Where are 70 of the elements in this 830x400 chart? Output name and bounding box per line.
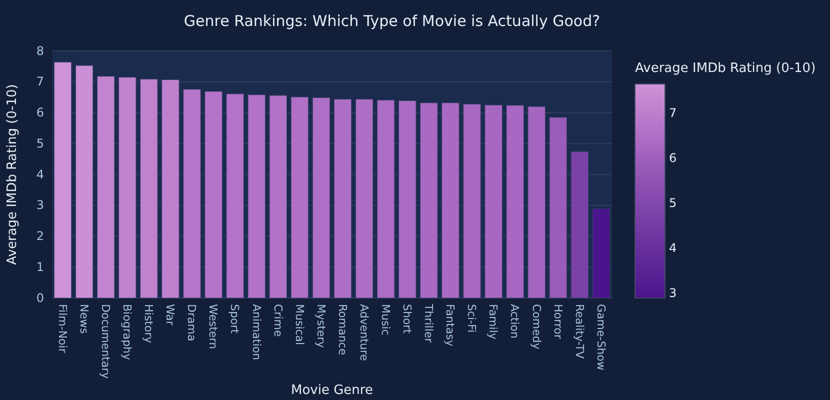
bar <box>398 100 416 298</box>
bar <box>355 98 374 298</box>
x-tick-label: Sport <box>228 304 242 334</box>
bar <box>248 94 266 298</box>
bar <box>420 102 438 298</box>
bar <box>484 104 502 298</box>
bar <box>162 79 180 298</box>
y-tick-label: 5 <box>36 136 44 150</box>
bar <box>226 94 244 298</box>
y-tick-label: 3 <box>36 198 44 212</box>
bar <box>140 78 158 298</box>
x-tick-label: Western <box>206 304 220 350</box>
x-tick-label: Fantasy <box>444 304 457 347</box>
x-tick-label: Music <box>378 304 392 336</box>
x-tick-label: Drama <box>185 304 198 342</box>
x-tick-label: Reality-TV <box>572 304 586 360</box>
bar <box>290 96 309 298</box>
x-tick-label: Romance <box>336 304 349 356</box>
bar <box>183 89 201 298</box>
x-tick-label: News <box>77 304 90 334</box>
x-tick-label: Horror <box>551 304 564 340</box>
bar <box>592 208 610 298</box>
y-tick-label: 8 <box>36 44 44 58</box>
x-tick-label: History <box>142 304 156 344</box>
y-tick-label: 4 <box>36 167 44 182</box>
bar <box>570 151 589 298</box>
color-bar-title: Average IMDb Rating (0-10) <box>635 61 816 76</box>
x-tick-label: Action <box>508 304 522 338</box>
x-tick-label: Musical <box>292 304 306 346</box>
x-tick-label: Animation <box>250 304 263 360</box>
y-tick-label: 0 <box>36 290 44 305</box>
bar <box>118 76 136 298</box>
bar <box>75 65 94 298</box>
x-tick-label: Thriller <box>422 303 436 344</box>
color-bar-label: 3 <box>669 286 677 300</box>
y-tick-label: 1 <box>36 260 44 274</box>
x-tick-label: Adventure <box>357 304 370 362</box>
x-tick-label: War <box>164 304 177 326</box>
color-bar-label: 7 <box>669 106 677 120</box>
color-bar-label: 5 <box>669 196 677 210</box>
x-tick-label: Documentary <box>98 304 112 380</box>
x-tick-label: Comedy <box>530 304 543 350</box>
x-tick-label: Crime <box>271 304 284 337</box>
bar <box>269 95 288 298</box>
bar <box>204 91 222 298</box>
x-tick-label: Family <box>486 304 500 340</box>
x-tick-label: Short <box>400 304 414 334</box>
bar <box>442 102 460 298</box>
bar <box>506 105 524 298</box>
bar <box>376 100 395 298</box>
y-axis-title: Average IMDb Rating (0-10) <box>5 84 20 265</box>
y-tick-label: 2 <box>36 229 44 244</box>
x-tick-label: Mystery <box>314 304 328 348</box>
bar <box>549 117 568 298</box>
bar <box>334 98 352 298</box>
color-bar-label: 6 <box>669 151 677 166</box>
x-tick-label: Biography <box>120 304 134 361</box>
bar <box>54 62 72 298</box>
bar <box>96 76 115 298</box>
color-bar-label: 4 <box>669 241 677 256</box>
x-tick-label: Sci-Fi <box>465 304 478 333</box>
chart-title: Genre Rankings: Which Type of Movie is Actually Good? <box>184 12 600 30</box>
bar <box>312 97 330 298</box>
x-tick-label: Game-Show <box>594 304 608 370</box>
y-tick-label: 7 <box>36 74 44 89</box>
bar <box>528 106 546 298</box>
x-tick-label: Film-Noir <box>56 304 69 354</box>
x-axis-title: Movie Genre <box>291 383 373 398</box>
bar <box>463 104 481 298</box>
y-tick-label: 6 <box>36 106 44 120</box>
